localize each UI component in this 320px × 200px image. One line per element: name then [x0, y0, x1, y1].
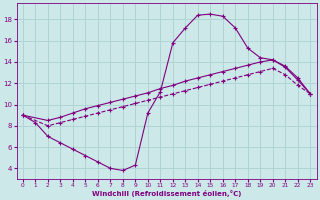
- X-axis label: Windchill (Refroidissement éolien,°C): Windchill (Refroidissement éolien,°C): [92, 190, 241, 197]
